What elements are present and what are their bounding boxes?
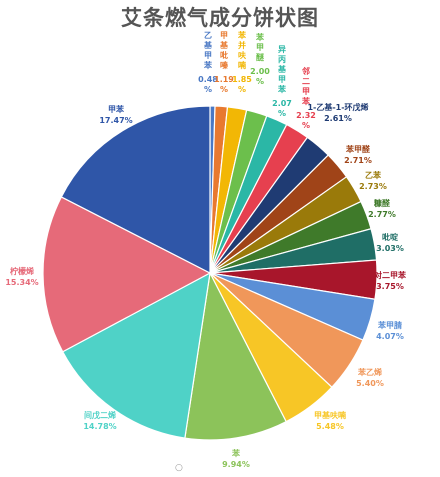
slice-label-7: 苯甲醛 2.71% (344, 144, 372, 165)
slice-label-10: 吡啶 3.03% (376, 232, 404, 253)
slice-label-16: 间戊二烯 14.78% (83, 410, 116, 431)
pie-slice-16 (61, 271, 211, 439)
slice-label-18: 甲苯 17.47% (99, 104, 132, 125)
slice-label-13: 苯乙烯 5.40% (356, 367, 384, 388)
slice-label-1: 甲基吡嗪 1.19% (214, 31, 234, 94)
slice-label-14: 甲基呋喃 5.48% (314, 410, 346, 431)
slice-label-3: 苯甲醚 2.00% (250, 32, 270, 86)
slice-label-4: 异丙基甲苯 2.07% (272, 45, 292, 118)
slice-label-8: 乙苯 2.73% (359, 170, 387, 191)
pie-slice-18 (60, 105, 211, 274)
footer-mark: ○ (175, 463, 183, 473)
slice-label-15: 苯 9.94% (222, 448, 250, 469)
slice-label-6: 1-乙基-1-环戊烯 2.61% (307, 102, 368, 123)
slice-label-9: 糠醛 2.77% (368, 198, 396, 219)
slice-label-11: 对二甲苯 3.75% (374, 270, 407, 291)
slice-label-2: 苯并呋喃 1.85% (232, 30, 252, 94)
slice-label-0: 乙基甲苯 0.48% (198, 31, 218, 94)
pie-slice-15 (184, 271, 287, 441)
chart-title: 艾条燃气成分饼状图 (121, 5, 319, 30)
slice-label-5: 邻二甲苯 2.32% (296, 66, 316, 130)
pie-slice-17 (42, 196, 212, 353)
slice-label-12: 苯甲腈 4.07% (376, 320, 404, 341)
slice-label-17: 柠檬烯 15.34% (5, 266, 38, 287)
